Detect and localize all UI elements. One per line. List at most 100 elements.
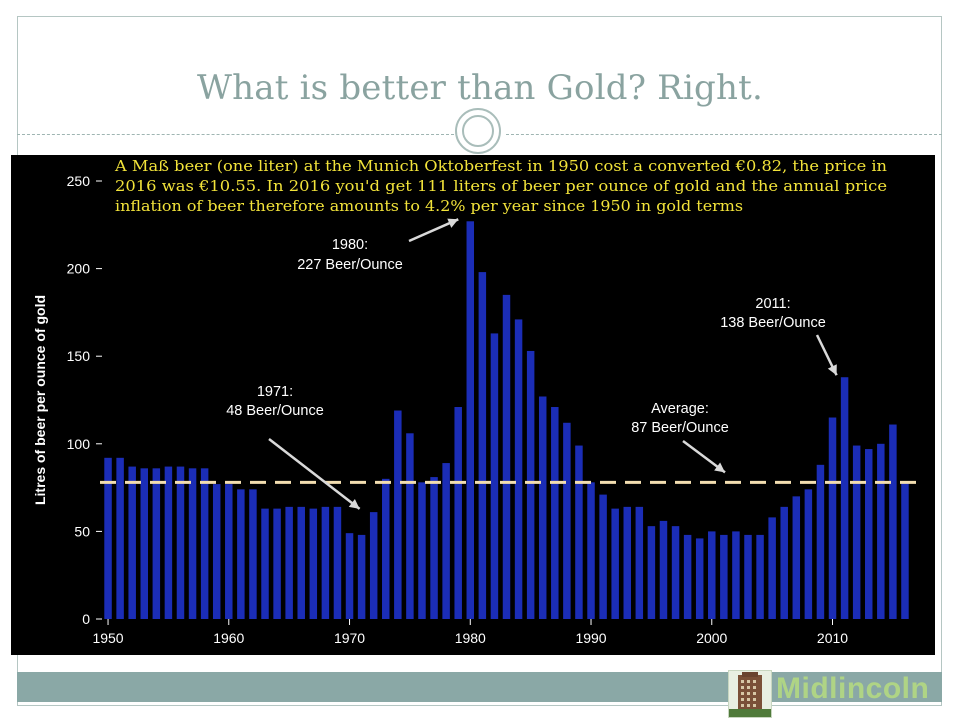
- bar-1989: [575, 445, 583, 619]
- bar-1963: [261, 508, 269, 619]
- bar-2015: [889, 424, 897, 619]
- caption-line-2: 2016 was €10.55. In 2016 you'd get 111 l…: [115, 177, 887, 195]
- y-tick-label: 150: [67, 348, 91, 364]
- y-axis-label: Litres of beer per ounce of gold: [32, 295, 48, 505]
- bar-1985: [526, 350, 535, 619]
- bar-1962: [249, 489, 257, 619]
- annotation-1971-year: 1971:: [257, 384, 293, 400]
- bar-2010: [828, 417, 837, 619]
- bar-1970: [345, 533, 354, 619]
- bar-2007: [792, 496, 801, 619]
- y-tick-label: 250: [67, 173, 91, 189]
- annotation-1980-arrow-head: [447, 218, 459, 228]
- bar-1993: [623, 506, 631, 619]
- bar-1972: [369, 512, 378, 619]
- bar-2006: [780, 506, 788, 619]
- x-tick-label: 1990: [575, 630, 606, 646]
- bar-2011: [840, 377, 849, 619]
- beer-gold-chart: 0 50 100 150 200 250 Litres of beer per ounce …: [11, 155, 935, 655]
- bar-1958: [200, 468, 209, 619]
- bar-2009: [816, 464, 825, 619]
- bar-1983: [502, 294, 511, 619]
- bar-1965: [285, 506, 293, 619]
- title-divider-left: [17, 134, 454, 135]
- annotation-2011-value: 138 Beer/Ounce: [720, 315, 826, 331]
- bar-1964: [273, 508, 281, 619]
- bar-1952: [128, 466, 136, 619]
- bar-1955: [164, 466, 173, 619]
- x-tick-label: 1950: [92, 630, 123, 646]
- bar-1951: [116, 457, 124, 619]
- bar-1959: [212, 484, 221, 619]
- y-tick-label: 100: [67, 436, 91, 452]
- y-tick-label: 50: [74, 523, 90, 539]
- annotation-2011-arrow-head: [827, 364, 837, 376]
- annotation-1971-arrow-head: [348, 498, 360, 509]
- x-tick-label: 1970: [334, 630, 365, 646]
- bar-1986: [538, 396, 547, 619]
- bar-1966: [297, 506, 305, 619]
- y-tick-label: 0: [82, 611, 90, 627]
- bar-1973: [382, 478, 390, 619]
- annotation-average-title: Average:: [651, 401, 709, 417]
- bar-2004: [756, 534, 764, 619]
- bar-1998: [683, 534, 692, 619]
- bar-1982: [490, 333, 499, 619]
- x-tick-label: 1980: [455, 630, 486, 646]
- bar-1980: [466, 221, 475, 619]
- x-tick-label: 2010: [817, 630, 848, 646]
- y-tick-label: 200: [67, 261, 91, 277]
- annotation-1971-arrow-shaft: [268, 438, 361, 510]
- annotation-average-value: 87 Beer/Ounce: [631, 420, 729, 436]
- footer-bar: [17, 672, 942, 702]
- bar-1950: [104, 457, 112, 619]
- bar-1994: [635, 506, 644, 619]
- bar-2016: [901, 482, 909, 619]
- bar-1957: [188, 468, 197, 619]
- bar-1974: [394, 410, 402, 619]
- bar-1960: [225, 484, 233, 619]
- bar-2002: [732, 531, 740, 619]
- bar-2013: [864, 449, 873, 619]
- bar-1961: [237, 489, 245, 619]
- annotation-1971-value: 48 Beer/Ounce: [226, 403, 324, 419]
- logo-wordmark: Midlincoln: [776, 672, 930, 705]
- bar-1997: [671, 526, 680, 619]
- bar-1968: [321, 506, 330, 619]
- bar-1954: [152, 468, 161, 619]
- annotation-1980-year: 1980:: [332, 237, 368, 253]
- bar-1975: [406, 433, 414, 619]
- bar-1995: [647, 526, 656, 619]
- slide-title: What is better than Gold? Right.: [197, 68, 763, 108]
- bar-2008: [804, 489, 813, 619]
- bar-1977: [430, 477, 438, 619]
- building-logo-icon: [728, 670, 772, 718]
- bar-2000: [708, 531, 716, 619]
- bar-1976: [418, 482, 426, 619]
- annotation-2011-year: 2011:: [755, 296, 790, 312]
- caption-line-3: inflation of beer therefore amounts to 4…: [115, 197, 743, 215]
- bar-1969: [333, 506, 342, 619]
- annotation-1980-value: 227 Beer/Ounce: [297, 257, 403, 273]
- title-divider-right: [506, 134, 942, 135]
- bar-1999: [695, 538, 704, 619]
- x-tick-label: 2000: [696, 630, 727, 646]
- divider-ring-ornament: [455, 108, 501, 154]
- bar-1990: [587, 482, 595, 619]
- bar-1988: [563, 422, 571, 619]
- bar-1987: [551, 407, 559, 619]
- bar-1979: [454, 407, 462, 619]
- bar-1953: [140, 468, 149, 619]
- bar-1956: [176, 466, 185, 619]
- caption-line-1: A Maß beer (one liter) at the Munich Okt…: [114, 157, 887, 175]
- bar-2014: [877, 443, 885, 619]
- annotation-average-arrow-head: [714, 462, 725, 473]
- bar-1981: [478, 272, 487, 619]
- bar-1992: [611, 508, 619, 619]
- bar-2012: [852, 445, 861, 619]
- bar-1996: [659, 520, 668, 619]
- bar-1991: [599, 494, 607, 619]
- bar-1984: [514, 319, 523, 619]
- bar-2005: [768, 517, 776, 619]
- bar-2001: [720, 534, 728, 619]
